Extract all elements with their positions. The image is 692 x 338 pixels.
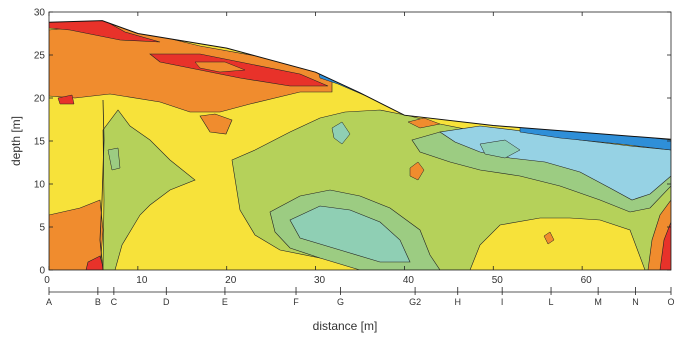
y-tick-label: 30 bbox=[34, 8, 46, 19]
y-tick-label: 20 bbox=[34, 94, 46, 105]
x-axis-ticks: 0 10 20 30 40 50 60 bbox=[44, 12, 592, 286]
x-axis-label: distance [m] bbox=[313, 319, 378, 333]
contour-red-right bbox=[659, 221, 671, 270]
x-tick-label: 10 bbox=[136, 275, 148, 286]
station-label: A bbox=[46, 297, 52, 307]
station-label: M bbox=[594, 297, 602, 307]
station-label: C bbox=[111, 297, 118, 307]
x-tick-label: 50 bbox=[492, 275, 504, 286]
contour-red-small bbox=[57, 94, 75, 105]
y-tick-label: 0 bbox=[39, 266, 45, 277]
contour-red-left-bottom bbox=[85, 255, 105, 270]
station-label: I bbox=[501, 297, 504, 307]
contour-green-tongue bbox=[107, 147, 121, 171]
contour-yellow-green-main bbox=[102, 109, 196, 270]
contour-red-upper-left bbox=[49, 20, 161, 43]
x-tick-label: 30 bbox=[314, 275, 326, 286]
station-label: B bbox=[95, 297, 101, 307]
contour-teal-small bbox=[331, 121, 351, 145]
contour-boundary-line bbox=[99, 99, 105, 270]
station-label: L bbox=[549, 297, 554, 307]
station-label: O bbox=[667, 297, 674, 307]
station-label: F bbox=[293, 297, 299, 307]
contour-orange-dot-a bbox=[409, 161, 425, 181]
surface-profile-line bbox=[49, 20, 671, 140]
contour-teal-core bbox=[289, 205, 411, 263]
contour-teal-island bbox=[479, 139, 521, 159]
station-label: E bbox=[222, 297, 228, 307]
contour-orange-inner bbox=[194, 61, 246, 73]
contour-orange-dot-c bbox=[407, 117, 441, 129]
x-tick-label: 20 bbox=[225, 275, 237, 286]
station-label: G bbox=[337, 297, 344, 307]
station-label: G2 bbox=[409, 297, 421, 307]
station-label: D bbox=[163, 297, 170, 307]
y-axis-label: depth [m] bbox=[9, 116, 23, 166]
station-label: N bbox=[632, 297, 639, 307]
contour-orange-patch bbox=[199, 113, 233, 135]
station-axis: A B C D E F G G2 H I L M N O bbox=[46, 287, 675, 307]
y-tick-label: 10 bbox=[34, 180, 46, 191]
y-axis-ticks: 0 5 10 15 20 25 30 bbox=[34, 8, 671, 277]
x-tick-label: 40 bbox=[403, 275, 415, 286]
contour-orange-dot-b bbox=[543, 231, 555, 245]
x-tick-label: 60 bbox=[581, 275, 593, 286]
y-tick-label: 5 bbox=[39, 223, 45, 234]
contour-orange-left bbox=[49, 199, 104, 270]
station-label: H bbox=[454, 297, 461, 307]
y-tick-label: 15 bbox=[34, 137, 46, 148]
x-tick-label: 0 bbox=[44, 275, 50, 286]
y-tick-label: 25 bbox=[34, 51, 46, 62]
